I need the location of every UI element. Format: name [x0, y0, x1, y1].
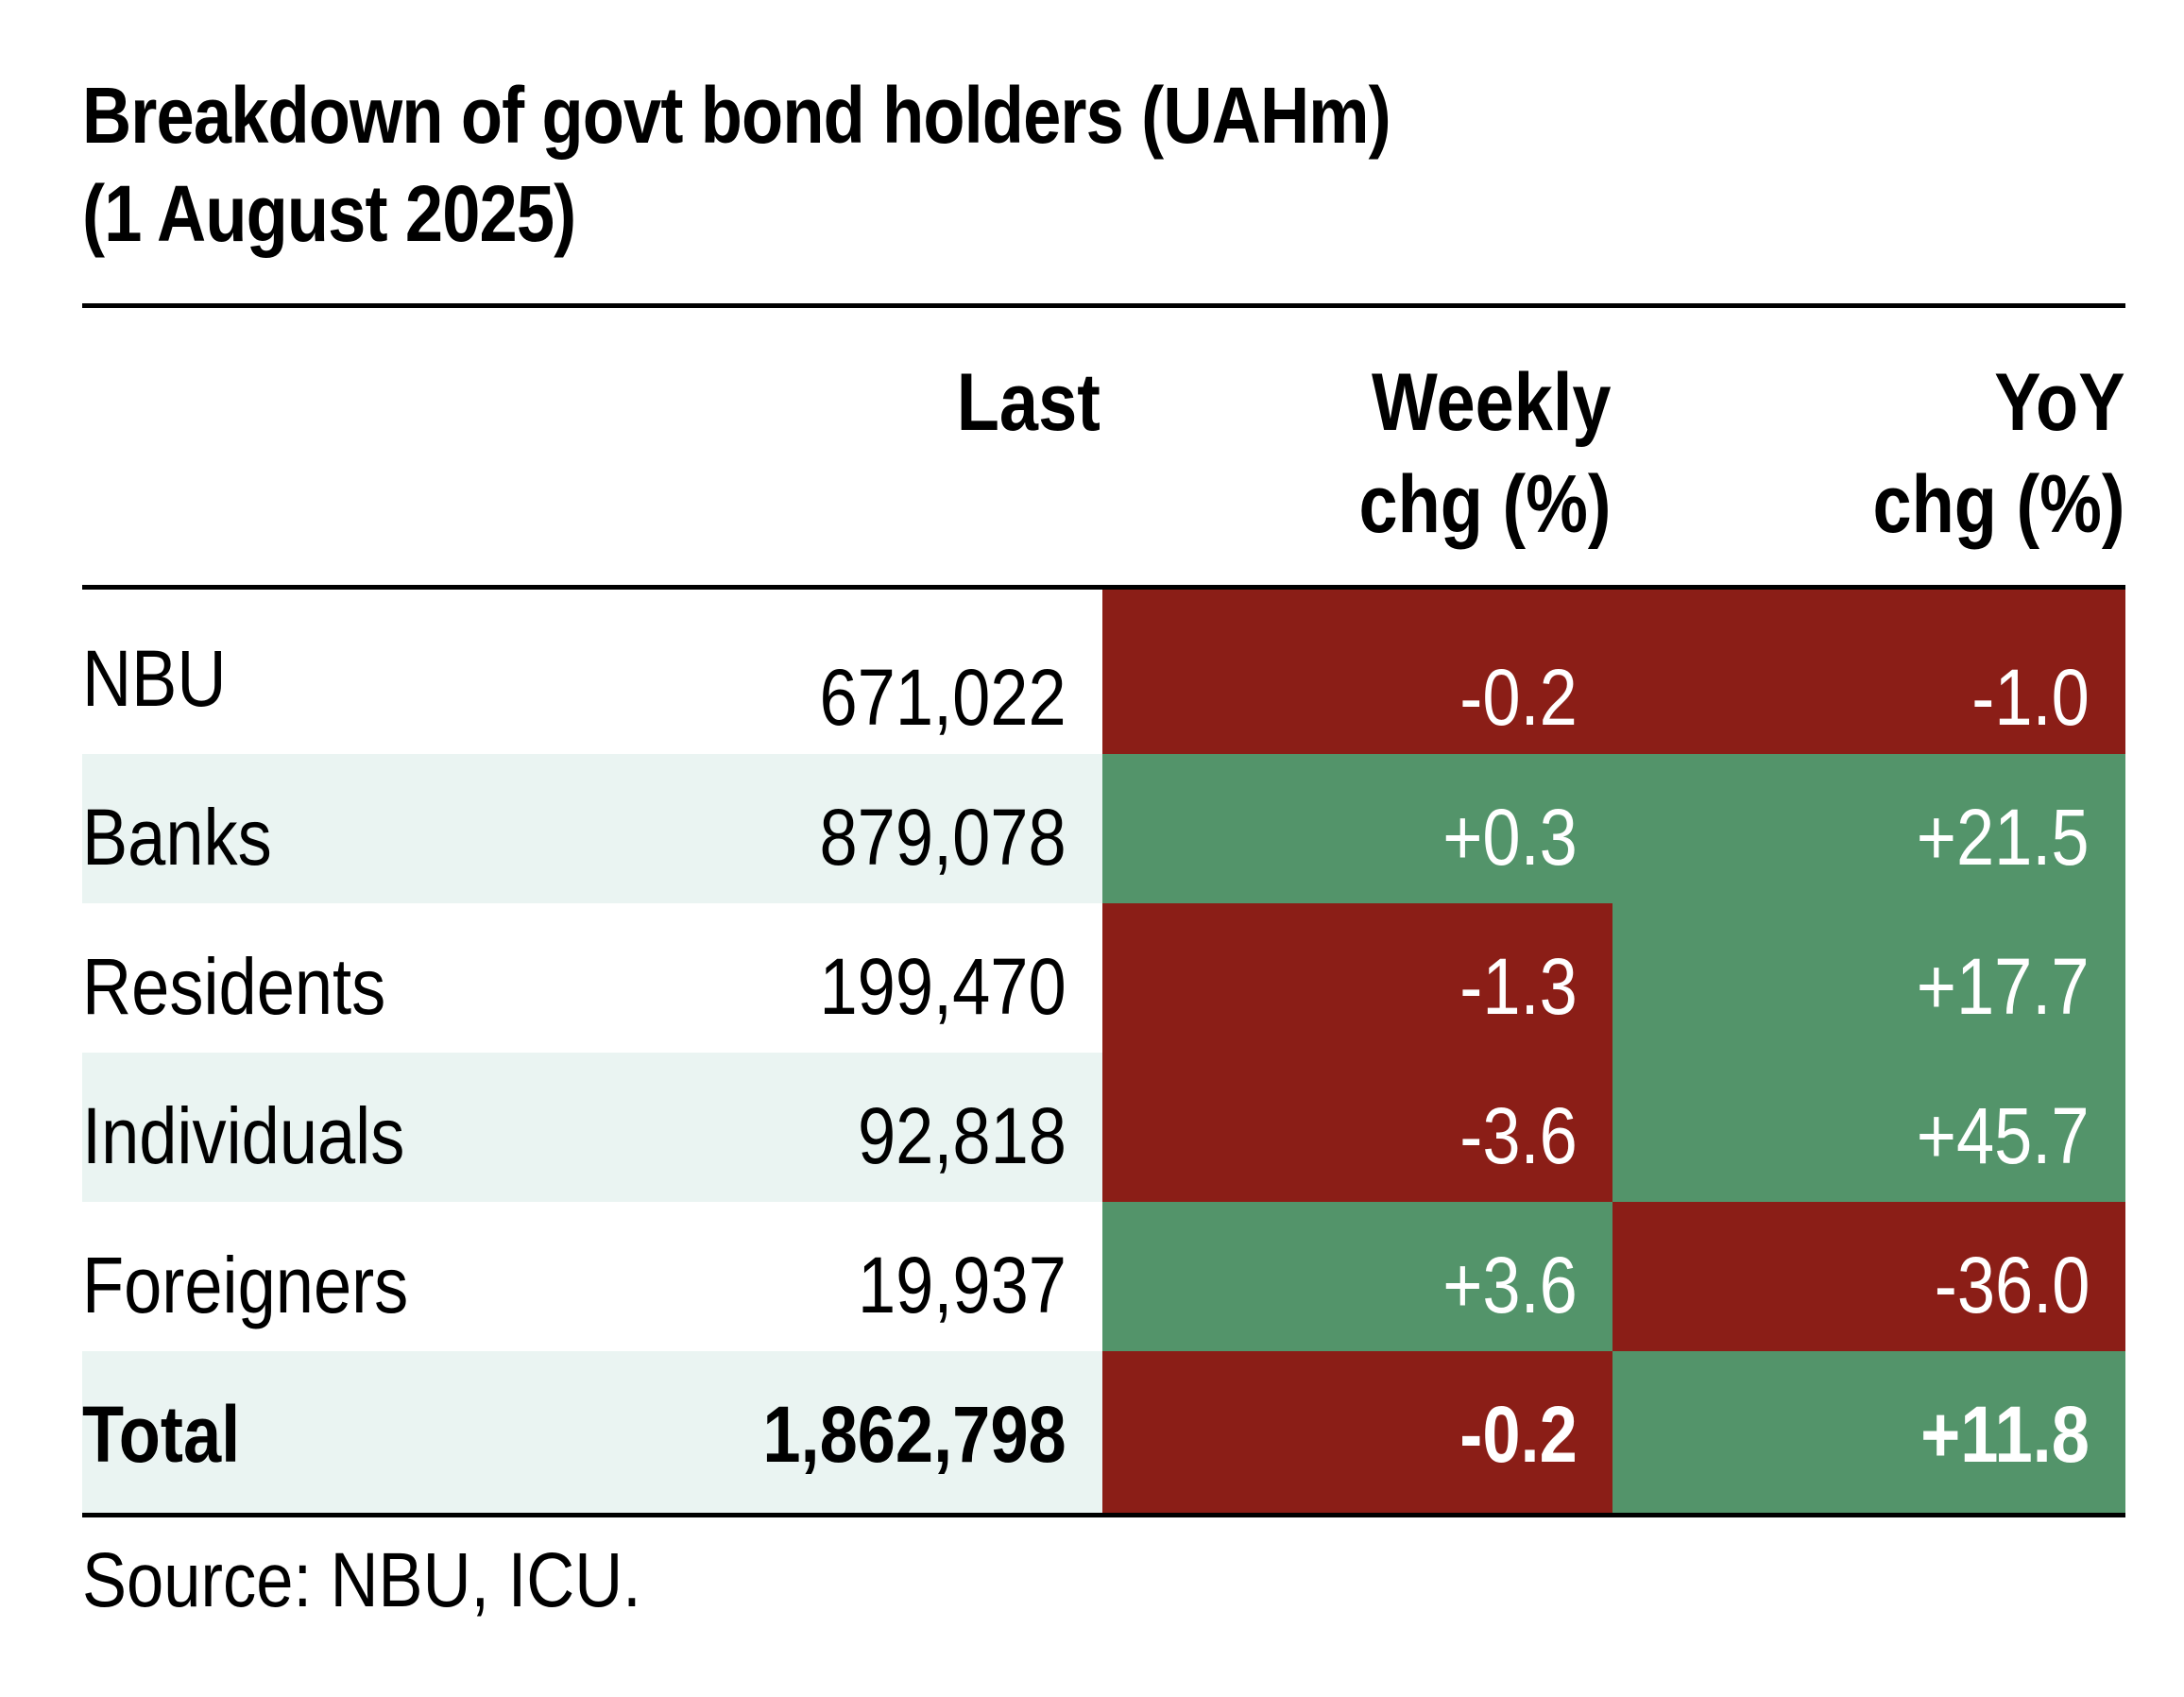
table-row: Banks 879,078 +0.3 +21.5 [82, 754, 2125, 903]
row-label: Banks [82, 793, 272, 882]
last-value: 1,862,798 [762, 1390, 1066, 1479]
table-row: NBU 671,022 -0.2 -1.0 [82, 590, 2125, 754]
yoy-change-value: +11.8 [1920, 1390, 2090, 1479]
yoy-change-fill [1612, 754, 2125, 903]
last-value: 671,022 [819, 653, 1066, 742]
row-label: Residents [82, 942, 386, 1031]
yoy-change-fill [1612, 903, 2125, 1053]
yoy-change-fill [1612, 590, 2125, 754]
weekly-change-value: -1.3 [1459, 942, 1578, 1031]
weekly-change-value: +0.3 [1442, 793, 1578, 882]
source-note: Source: NBU, ICU. [82, 1537, 641, 1623]
header-yoy-line-1: YoY [1994, 357, 2125, 448]
top-rule [82, 303, 2125, 308]
row-label: Total [82, 1390, 241, 1479]
yoy-change-fill [1612, 1053, 2125, 1202]
header-last: Last [957, 351, 1101, 454]
bottom-rule [82, 1513, 2125, 1517]
last-value: 199,470 [819, 942, 1066, 1031]
header-weekly-line-1: Weekly [1372, 357, 1612, 448]
header-last-label: Last [956, 357, 1101, 448]
row-background [82, 754, 1102, 903]
yoy-change-value: +21.5 [1917, 793, 2090, 882]
header-yoy-line-2: chg (%) [1872, 459, 2125, 550]
chart-title-line-2: (1 August 2025) [82, 169, 576, 258]
chart-title-line-1: Breakdown of govt bond holders (UAHm) [82, 71, 1391, 160]
last-value: 92,818 [858, 1091, 1066, 1180]
table-row: Foreigners 19,937 +3.6 -36.0 [82, 1202, 2125, 1351]
weekly-change-fill [1102, 1053, 1612, 1202]
weekly-change-value: -3.6 [1459, 1091, 1578, 1180]
last-value: 879,078 [819, 793, 1066, 882]
weekly-change-value: -0.2 [1459, 1390, 1578, 1479]
header-weekly: Weekly chg (%) [1359, 351, 1612, 556]
last-value: 19,937 [858, 1241, 1066, 1329]
row-background [82, 1053, 1102, 1202]
table-row: Individuals 92,818 -3.6 +45.7 [82, 1053, 2125, 1202]
weekly-change-value: +3.6 [1442, 1241, 1578, 1329]
weekly-change-fill [1102, 754, 1612, 903]
yoy-change-value: -36.0 [1934, 1241, 2090, 1329]
weekly-change-fill [1102, 1351, 1612, 1513]
weekly-change-fill [1102, 903, 1612, 1053]
row-label: NBU [82, 634, 227, 723]
weekly-change-fill [1102, 1202, 1612, 1351]
yoy-change-fill [1612, 1202, 2125, 1351]
chart-title: Breakdown of govt bond holders (UAHm) (1… [82, 66, 1829, 263]
header-weekly-line-2: chg (%) [1358, 459, 1612, 550]
weekly-change-fill [1102, 590, 1612, 754]
row-label: Foreigners [82, 1241, 409, 1329]
yoy-change-value: -1.0 [1971, 653, 2090, 742]
yoy-change-value: +45.7 [1917, 1091, 2090, 1180]
table-row: Residents 199,470 -1.3 +17.7 [82, 903, 2125, 1053]
yoy-change-value: +17.7 [1917, 942, 2090, 1031]
weekly-change-value: -0.2 [1459, 653, 1578, 742]
yoy-change-fill [1612, 1351, 2125, 1513]
header-rule [82, 585, 2125, 590]
header-yoy: YoY chg (%) [1873, 351, 2125, 556]
table-row: Total 1,862,798 -0.2 +11.8 [82, 1351, 2125, 1513]
row-background [82, 1351, 1102, 1513]
row-label: Individuals [82, 1091, 405, 1180]
